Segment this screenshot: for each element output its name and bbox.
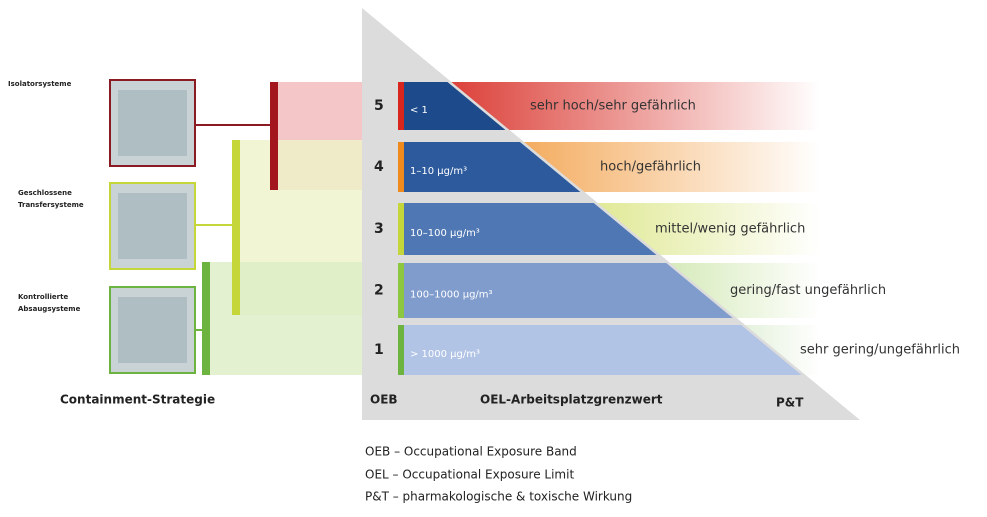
left-caption: Containment-Strategie <box>60 393 215 407</box>
system-label: Isolatorsysteme <box>8 80 72 88</box>
oel-value: 10–100 µg/m³ <box>410 228 480 239</box>
level-strip <box>398 203 404 255</box>
oeb-number: 2 <box>374 283 384 299</box>
level-strip <box>398 142 404 192</box>
hazard-label: mittel/wenig gefährlich <box>655 222 805 237</box>
oel-value: > 1000 µg/m³ <box>410 349 480 360</box>
system-label: Absaugsysteme <box>18 305 81 313</box>
level-strip <box>398 263 404 318</box>
hazard-label: hoch/gefährlich <box>600 160 701 175</box>
oeb-number: 4 <box>374 159 384 175</box>
diagram: 5 < 1 4 1–10 µg/m³ 3 10–100 µg/m³ 2 100–1000 µg… <box>0 0 987 513</box>
oel-value: 100–1000 µg/m³ <box>410 290 493 301</box>
legend-item: P&T – pharmakologische & toxische Wirkun… <box>365 490 632 504</box>
system-image-detail <box>118 297 187 363</box>
system-label: Transfersysteme <box>18 201 84 209</box>
strategy-bar <box>232 140 240 315</box>
oel-value: < 1 <box>410 105 428 116</box>
hazard-label: sehr hoch/sehr gefährlich <box>530 99 696 114</box>
strategy-bar <box>270 82 278 190</box>
footer-pt: P&T <box>776 396 804 410</box>
footer-oeb: OEB <box>370 393 398 407</box>
system-image-detail <box>118 90 187 156</box>
level-strip <box>398 325 404 375</box>
oeb-number: 1 <box>374 342 384 358</box>
hazard-label: sehr gering/ungefährlich <box>800 343 960 358</box>
level-strip <box>398 82 404 130</box>
hazard-label: gering/fast ungefährlich <box>730 283 886 298</box>
oeb-number: 3 <box>374 221 384 237</box>
system-image-detail <box>118 193 187 259</box>
footer-oel: OEL-Arbeitsplatzgrenzwert <box>480 393 663 407</box>
legend-item: OEL – Occupational Exposure Limit <box>365 468 574 482</box>
system-label: Kontrollierte <box>18 293 68 301</box>
legend-item: OEB – Occupational Exposure Band <box>365 445 577 459</box>
strategy-bar <box>202 262 210 375</box>
system-label: Geschlossene <box>18 189 72 197</box>
oeb-number: 5 <box>374 98 384 114</box>
oel-value: 1–10 µg/m³ <box>410 166 467 177</box>
